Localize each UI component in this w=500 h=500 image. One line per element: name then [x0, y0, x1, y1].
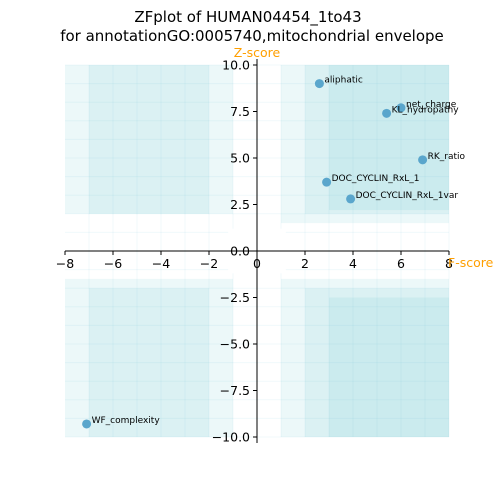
point-label: DOC_CYCLIN_RxL_1var: [356, 191, 459, 201]
x-tick-label: −2: [200, 256, 218, 271]
x-tick-label: 2: [301, 256, 309, 271]
x-tick-label: 8: [445, 256, 453, 271]
point-label: RK_ratio: [428, 152, 466, 162]
y-tick-label: −5.0: [220, 337, 250, 352]
data-point: [396, 103, 406, 113]
x-tick-label: −6: [104, 256, 122, 271]
y-tick-label: 2.5: [230, 197, 250, 212]
point-label: net_charge: [406, 100, 457, 110]
shade-band: [329, 65, 449, 211]
x-tick-label: −8: [56, 256, 74, 271]
y-tick-label: 7.5: [230, 104, 250, 119]
x-tick-label: 0: [253, 256, 261, 271]
x-tick-label: 4: [349, 256, 357, 271]
x-axis-label: F-score: [448, 255, 494, 270]
y-tick-label: 0.0: [230, 244, 250, 259]
shade-band: [65, 65, 233, 214]
point-label: WF_complexity: [92, 416, 161, 426]
data-point: [322, 177, 332, 187]
data-point: [314, 79, 324, 89]
shade-band: [281, 65, 449, 224]
point-label: DOC_CYCLIN_RxL_1: [332, 174, 420, 184]
chart-subtitle: for annotationGO:0005740,mitochondrial e…: [60, 27, 444, 45]
shade-band: [305, 288, 449, 437]
shade-band: [305, 65, 449, 214]
shade-band: [89, 65, 209, 214]
y-tick-label: −2.5: [220, 290, 250, 305]
point-label: KL_hydropathy: [392, 105, 460, 115]
data-point: [418, 155, 428, 165]
point-label: aliphatic: [324, 76, 362, 86]
data-point: [382, 108, 392, 118]
y-axis-label: Z-score: [234, 45, 281, 60]
shade-band: [329, 297, 449, 437]
y-tick-label: −10.0: [212, 430, 250, 445]
shade-band: [281, 278, 449, 437]
shade-band: [89, 288, 209, 437]
tick-labels: −8 −6 −4 −2 0 2 4 6 8 −10.0 −7.5 −5.0 −2.5 0.0 2.5 5.0 7…: [56, 58, 453, 445]
chart-title: ZFplot of HUMAN04454_1to43: [134, 8, 361, 27]
y-tick-label: −7.5: [220, 383, 250, 398]
quadrant-shading: [65, 64, 450, 438]
y-tick-label: 10.0: [222, 58, 250, 73]
data-point: [346, 194, 356, 204]
shade-band: [65, 278, 233, 437]
x-tick-label: 6: [397, 256, 405, 271]
x-tick-label: −4: [152, 256, 170, 271]
data-point: [82, 419, 92, 429]
y-tick-label: 5.0: [230, 151, 250, 166]
